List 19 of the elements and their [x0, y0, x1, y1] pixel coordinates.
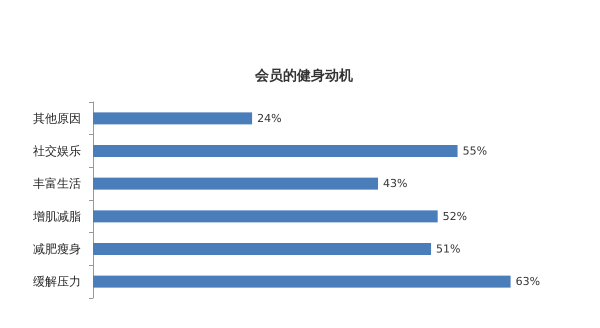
data-label: 24% [257, 112, 282, 125]
data-label: 43% [383, 177, 408, 190]
data-label: 63% [516, 275, 540, 288]
bar [93, 243, 432, 255]
bar [93, 112, 252, 124]
bar [93, 210, 438, 222]
bar [93, 276, 511, 288]
y-tick-label: 缓解压力 [33, 274, 81, 289]
chart-title: 会员的健身动机 [254, 68, 353, 84]
y-tick-label: 社交娱乐 [33, 144, 81, 158]
bar [93, 145, 458, 157]
y-tick-label: 其他原因 [33, 111, 81, 126]
data-label: 55% [462, 144, 488, 158]
y-tick-label: 增肌减脂 [32, 209, 81, 224]
data-label: 52% [442, 210, 468, 223]
y-tick-label: 减肥瘦身 [33, 242, 81, 256]
data-label: 51% [436, 242, 461, 256]
bar [93, 178, 378, 190]
y-tick-label: 丰富生活 [33, 176, 81, 191]
